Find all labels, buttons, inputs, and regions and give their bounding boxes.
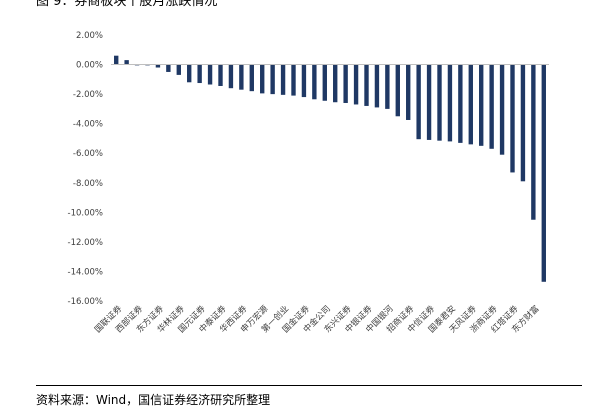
- bar: [416, 64, 421, 140]
- bar: [280, 64, 286, 95]
- bar: [374, 64, 380, 108]
- bar: [218, 64, 223, 86]
- bar: [187, 64, 192, 83]
- y-axis: 2.00% 0.00% -2.00% -4.00% -6.00% -8.00% -10.00…: [68, 31, 103, 307]
- bar: [166, 64, 171, 72]
- bar: [260, 64, 265, 94]
- y-tick-label: -10.00%: [68, 208, 103, 218]
- bar: [447, 64, 453, 142]
- bars-group: [114, 55, 546, 282]
- y-tick-label: -8.00%: [73, 179, 103, 189]
- bar: [406, 64, 411, 120]
- bar: [385, 64, 390, 109]
- bar: [520, 64, 526, 182]
- y-tick-label: -4.00%: [73, 120, 103, 130]
- bar: [322, 64, 327, 101]
- bar: [333, 64, 338, 103]
- bar: [301, 64, 307, 98]
- source-divider: [36, 385, 582, 386]
- bar: [479, 64, 484, 146]
- bar: [124, 60, 129, 65]
- figure-title: 图 9：券商板块个股月涨跌情况: [36, 0, 218, 9]
- bar: [270, 64, 275, 95]
- y-tick-label: -16.00%: [68, 297, 103, 307]
- bar: [114, 55, 119, 65]
- x-axis: 国联证券西部证券东方证券华林证券国元证券中泰证券华西证券申万宏源第一创业国金证券…: [93, 303, 542, 335]
- bar: [155, 64, 161, 68]
- bar: [353, 64, 359, 105]
- bar: [437, 64, 442, 141]
- y-tick-label: 2.00%: [76, 31, 103, 41]
- bar: [197, 64, 202, 84]
- bar: [458, 64, 463, 143]
- bar: [228, 64, 234, 89]
- bar: [364, 64, 369, 106]
- y-tick-label: 0.00%: [76, 61, 103, 71]
- bar: [291, 64, 296, 96]
- y-tick-label: -6.00%: [73, 149, 103, 159]
- bar: [499, 64, 505, 155]
- bar: [426, 64, 432, 140]
- bar: [207, 64, 213, 85]
- bar: [176, 64, 181, 75]
- bar: [249, 64, 254, 92]
- bar-chart: 2.00% 0.00% -2.00% -4.00% -6.00% -8.00% -10.00…: [68, 31, 549, 335]
- bar: [531, 64, 536, 220]
- bar: [239, 64, 244, 90]
- bar: [343, 64, 348, 103]
- bar: [489, 64, 494, 149]
- bar: [510, 64, 515, 173]
- bar: [541, 64, 546, 282]
- bar: [468, 64, 473, 145]
- bar: [395, 64, 400, 117]
- bar: [312, 64, 317, 100]
- source-note: 资料来源：Wind，国信证券经济研究所整理: [36, 393, 271, 407]
- y-tick-label: -12.00%: [68, 238, 103, 248]
- y-tick-label: -2.00%: [73, 90, 103, 100]
- y-tick-label: -14.00%: [68, 267, 103, 277]
